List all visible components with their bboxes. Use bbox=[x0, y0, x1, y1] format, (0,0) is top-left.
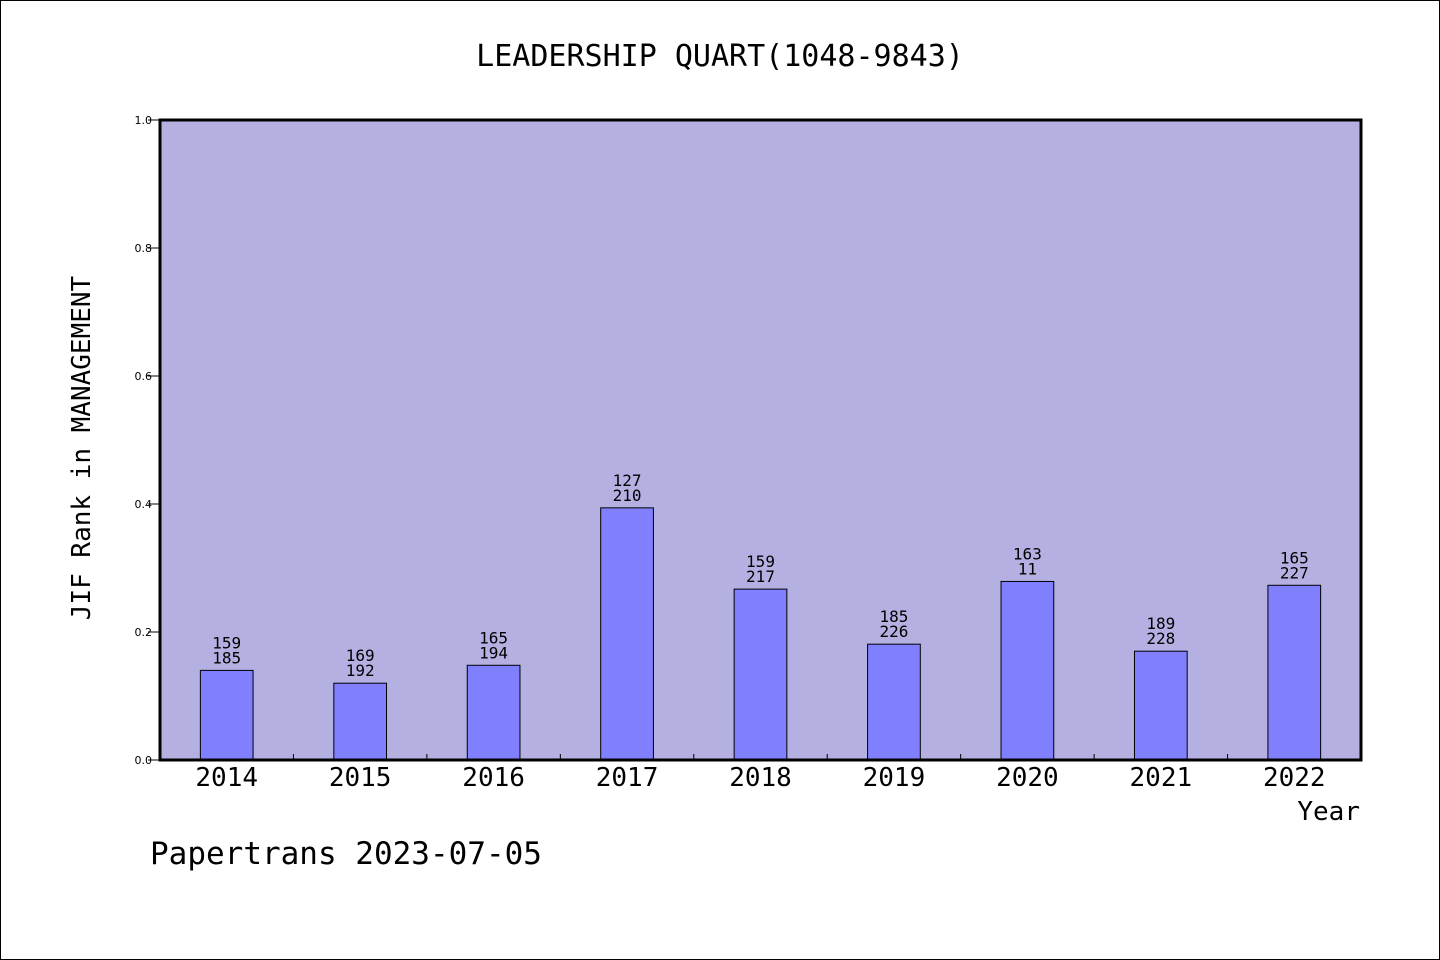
bar-label-top: 185 bbox=[879, 607, 908, 626]
bar bbox=[733, 588, 788, 761]
bar bbox=[1267, 584, 1322, 761]
bar-label-bottom: 227 bbox=[1280, 563, 1309, 582]
x-tick-label: 2015 bbox=[329, 763, 392, 793]
bar-label-top: 127 bbox=[613, 471, 642, 490]
y-tick-label: 0.4 bbox=[135, 498, 153, 511]
plot-border bbox=[158, 118, 1363, 762]
y-axis-label: JIF Rank in MANAGEMENT bbox=[67, 275, 97, 620]
x-axis: 2014 2015 2016 2017 2018 2019 2020 2021 2022 bbox=[195, 754, 1326, 793]
bar bbox=[600, 507, 654, 761]
bar-label-top: 163 bbox=[1013, 544, 1042, 563]
bar-label-bottom: 217 bbox=[746, 567, 775, 586]
x-tick-label: 2016 bbox=[462, 763, 525, 793]
bar-label-top: 165 bbox=[1280, 548, 1309, 567]
y-tick-label: 1.0 bbox=[135, 114, 153, 127]
x-tick-label: 2020 bbox=[996, 763, 1059, 793]
y-axis: 0.0 0.2 0.4 0.6 0.8 1.0 bbox=[135, 114, 160, 767]
x-tick-label: 2021 bbox=[1130, 763, 1193, 793]
bar bbox=[199, 669, 254, 761]
footer-text: Papertrans 2023-07-05 bbox=[150, 836, 542, 872]
bar-label-top: 159 bbox=[746, 552, 775, 571]
bar-label-bottom: 185 bbox=[212, 648, 241, 667]
bar-label-bottom: 192 bbox=[346, 661, 375, 680]
bar-label-bottom: 228 bbox=[1146, 629, 1175, 648]
bar-label-bottom: 210 bbox=[613, 486, 642, 505]
x-tick-label: 2022 bbox=[1263, 763, 1326, 793]
bar bbox=[1000, 580, 1055, 761]
bar-label-top: 159 bbox=[212, 633, 241, 652]
bar bbox=[466, 664, 521, 761]
bar bbox=[333, 682, 388, 761]
bar bbox=[867, 643, 921, 761]
x-axis-label: Year bbox=[1297, 797, 1360, 827]
x-tick-label: 2019 bbox=[863, 763, 926, 793]
bar-label-top: 189 bbox=[1146, 614, 1175, 633]
y-tick-label: 0.6 bbox=[135, 370, 153, 383]
bar-label-bottom: 194 bbox=[479, 643, 508, 662]
x-tick-label: 2017 bbox=[596, 763, 659, 793]
y-tick-label: 0.8 bbox=[135, 242, 153, 255]
bar-label-bottom: 11 bbox=[1018, 559, 1037, 578]
bar-label-top: 169 bbox=[346, 646, 375, 665]
x-tick-label: 2014 bbox=[195, 763, 258, 793]
y-tick-label: 0.0 bbox=[135, 754, 153, 767]
chart-title: LEADERSHIP QUART(1048-9843) bbox=[476, 39, 964, 74]
bar-label-top: 165 bbox=[479, 628, 508, 647]
x-tick-label: 2018 bbox=[729, 763, 792, 793]
bar bbox=[1133, 650, 1188, 761]
bar-label-bottom: 226 bbox=[879, 622, 908, 641]
y-tick-label: 0.2 bbox=[135, 626, 153, 639]
